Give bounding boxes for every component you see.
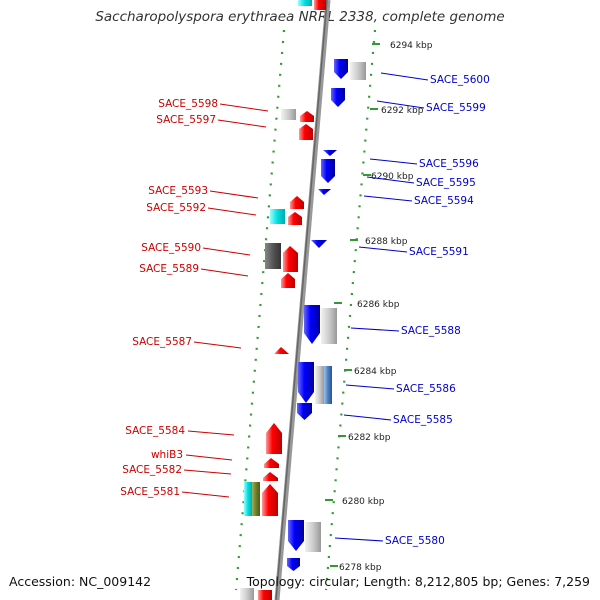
genome-backbone	[274, 0, 331, 600]
gene-SACE_5600[interactable]	[334, 59, 348, 79]
scale-label: 6290 kbp	[371, 172, 414, 182]
gene-SACE_5592[interactable]	[288, 212, 302, 225]
gene-bottom-blue	[287, 558, 300, 571]
gene-bottom-grey	[240, 588, 254, 600]
reverse-strand-genes	[287, 59, 366, 571]
gene-label-SACE_5588[interactable]: SACE_5588	[401, 325, 461, 337]
gene-SACE_5600-neighbor[interactable]	[350, 62, 366, 80]
gene-SACE_5593[interactable]	[290, 196, 304, 209]
scale-label: 6280 kbp	[342, 497, 385, 507]
scale-label: 6286 kbp	[357, 300, 400, 310]
gene-label-whiB3[interactable]: whiB3	[151, 449, 183, 461]
right-leader-lines	[334, 72, 429, 542]
gene-label-SACE_5594[interactable]: SACE_5594	[414, 195, 474, 207]
gene-SACE_5598[interactable]	[300, 111, 314, 122]
map-title: Saccharopolyspora erythraea NRRL 2338, c…	[95, 9, 505, 25]
gene-SACE_5586-grey[interactable]	[315, 366, 324, 404]
gene-SACE_5592-cyan[interactable]	[270, 209, 285, 224]
gene-bottom-red	[258, 590, 272, 600]
gene-label-SACE_5585[interactable]: SACE_5585	[393, 414, 453, 426]
gene-SACE_5589[interactable]	[281, 273, 295, 288]
gene-SACE_5587[interactable]	[274, 347, 289, 354]
gene-SACE_5591[interactable]	[311, 240, 327, 248]
gene-SACE_5588[interactable]	[304, 305, 320, 344]
gene-SACE_5590[interactable]	[283, 246, 298, 272]
gene-label-SACE_5596[interactable]: SACE_5596	[419, 158, 479, 170]
scale-label: 6292 kbp	[381, 106, 424, 116]
gene-label-SACE_5593[interactable]: SACE_5593	[148, 185, 208, 197]
gene-SACE_5598-grey[interactable]	[281, 109, 296, 120]
gene-SACE_5596[interactable]	[323, 150, 337, 156]
gene-label-SACE_5595[interactable]: SACE_5595	[416, 177, 476, 189]
gene-SACE_5586-steel[interactable]	[324, 366, 332, 404]
accession-text: Accession: NC_009142	[9, 574, 152, 589]
gene-label-SACE_5589[interactable]: SACE_5589	[139, 263, 199, 275]
gene-label-SACE_5592[interactable]: SACE_5592	[146, 202, 206, 214]
scale-label: 6294 kbp	[390, 41, 433, 51]
gene-label-SACE_5598[interactable]: SACE_5598	[158, 98, 218, 110]
left-leader-lines	[181, 103, 269, 498]
scale-label: 6284 kbp	[354, 367, 397, 377]
scale-labels: 6294 kbp 6292 kbp 6290 kbp 6288 kbp 6286…	[339, 41, 433, 573]
gene-SACE_5590-dark[interactable]	[265, 243, 281, 269]
right-gene-labels: SACE_5600 SACE_5599 SACE_5596 SACE_5595 …	[385, 74, 490, 547]
gene-label-SACE_5599[interactable]: SACE_5599	[426, 102, 486, 114]
gene-label-SACE_5597[interactable]: SACE_5597	[156, 114, 216, 126]
gene-SACE_5586[interactable]	[298, 362, 314, 403]
genome-summary-text: Topology: circular; Length: 8,212,805 bp…	[246, 574, 590, 589]
gene-label-SACE_5590[interactable]: SACE_5590	[141, 242, 201, 254]
gene-label-SACE_5581[interactable]: SACE_5581	[120, 486, 180, 498]
gene-top-cyan	[298, 0, 312, 6]
gene-SACE_5581-cyan[interactable]	[244, 482, 252, 516]
gene-whiB3[interactable]	[264, 458, 279, 468]
gene-SACE_5584[interactable]	[266, 423, 282, 454]
scale-ticks	[325, 43, 380, 567]
gene-SACE_5580[interactable]	[288, 520, 304, 551]
gene-label-SACE_5587[interactable]: SACE_5587	[132, 336, 192, 348]
gene-SACE_5595[interactable]	[321, 159, 335, 183]
forward-strand-genes	[240, 109, 314, 600]
gene-label-SACE_5582[interactable]: SACE_5582	[122, 464, 182, 476]
gene-label-SACE_5591[interactable]: SACE_5591	[409, 246, 469, 258]
gene-SACE_5597[interactable]	[299, 124, 313, 140]
gene-SACE_5588-neighbor[interactable]	[321, 308, 337, 344]
gene-label-SACE_5584[interactable]: SACE_5584	[125, 425, 185, 437]
gene-label-SACE_5586[interactable]: SACE_5586	[396, 383, 456, 395]
scale-label: 6288 kbp	[365, 237, 408, 247]
gene-label-SACE_5600[interactable]: SACE_5600	[430, 74, 490, 86]
gene-top-red	[314, 0, 326, 10]
gene-SACE_5599[interactable]	[331, 88, 345, 107]
gene-SACE_5585[interactable]	[297, 403, 312, 420]
gene-SACE_5581[interactable]	[262, 484, 278, 516]
gene-SACE_5594[interactable]	[318, 189, 331, 195]
gene-SACE_5582[interactable]	[263, 472, 278, 481]
scale-label: 6278 kbp	[339, 563, 382, 573]
genome-backbone-shade	[275, 0, 328, 600]
scale-label: 6282 kbp	[348, 433, 391, 443]
gene-label-SACE_5580[interactable]: SACE_5580	[385, 535, 445, 547]
gene-SACE_5581-olive[interactable]	[252, 482, 260, 516]
gene-SACE_5580-neighbor[interactable]	[305, 522, 321, 552]
left-gene-labels: SACE_5598 SACE_5597 SACE_5593 SACE_5592 …	[120, 98, 218, 498]
